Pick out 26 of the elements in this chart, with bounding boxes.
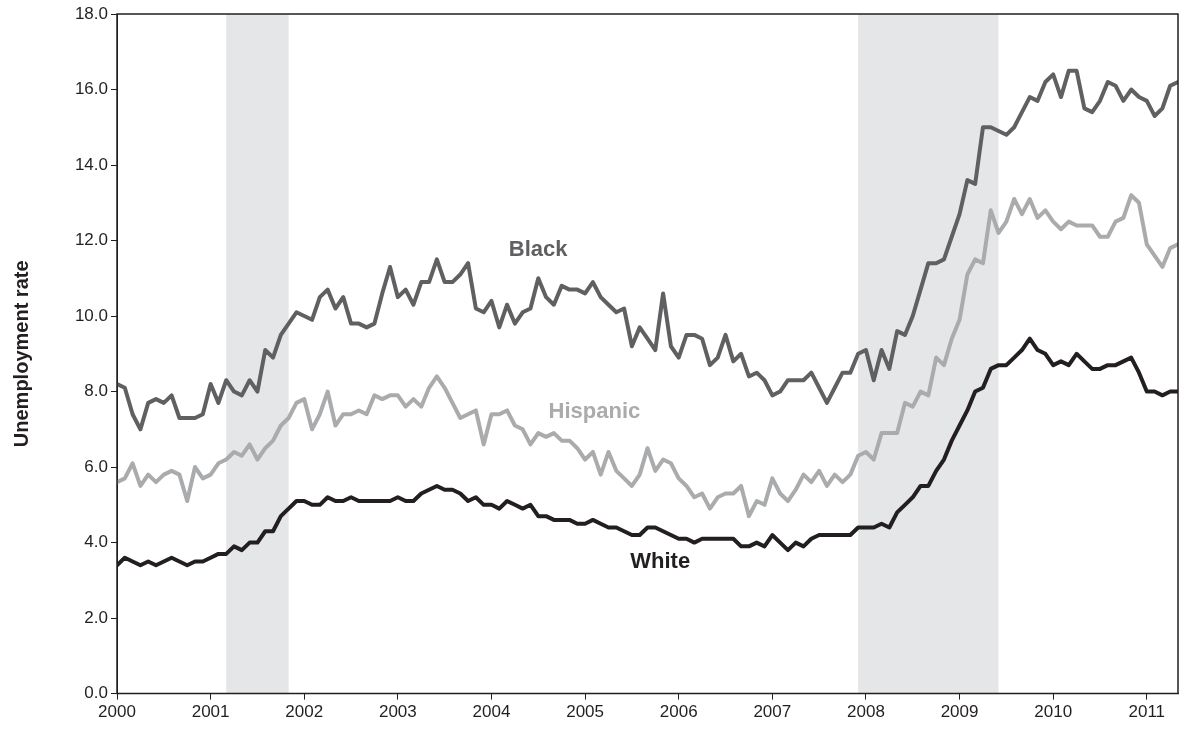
y-tick-label: 8.0 [84,381,108,401]
y-tick-label: 6.0 [84,456,108,476]
x-tick-label: 2000 [98,702,136,722]
x-tick-label: 2009 [940,702,979,722]
series-label: Hispanic [548,398,641,424]
y-tick-label: 2.0 [84,607,108,627]
y-tick-label: 16.0 [74,79,108,99]
y-tick-label: 14.0 [74,154,108,174]
x-tick-label: 2002 [285,702,324,722]
y-axis-title: Unemployment rate [9,260,32,448]
series-label: Black [508,236,569,262]
y-tick-label: 18.0 [74,3,108,23]
x-tick-label: 2004 [472,702,511,722]
x-tick-label: 2010 [1034,702,1073,722]
y-tick-label: 12.0 [74,230,108,250]
y-tick-label: 10.0 [74,305,108,325]
x-tick-label: 2003 [378,702,417,722]
x-tick-label: 2005 [566,702,604,722]
x-tick-label: 2006 [659,702,698,722]
series-label: White [630,547,691,573]
x-tick-label: 2007 [753,702,792,722]
y-tick-label: 0.0 [84,683,108,703]
x-tick-label: 2001 [191,702,230,722]
x-tick-label: 2008 [847,702,885,722]
x-tick-label: 2011 [1128,702,1166,722]
y-tick-label: 4.0 [84,532,108,552]
